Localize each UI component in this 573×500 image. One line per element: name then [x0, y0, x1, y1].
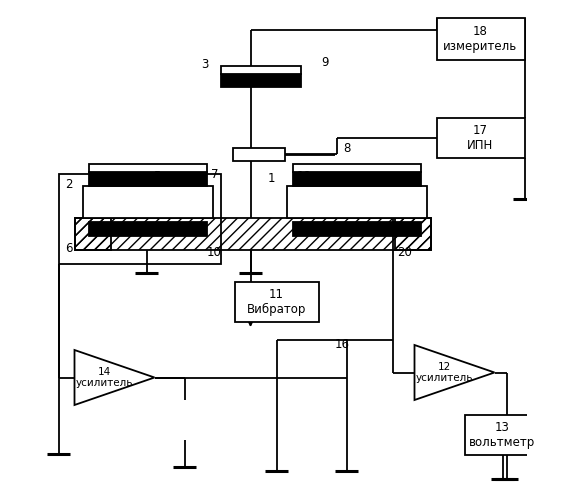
Bar [292, 164, 421, 172]
Bar [437, 118, 524, 158]
Text: 12
усилитель: 12 усилитель [416, 362, 474, 384]
Bar [221, 66, 300, 74]
Text: 13
вольтметр: 13 вольтметр [469, 421, 536, 449]
Bar [58, 174, 221, 264]
Bar [83, 186, 213, 218]
Text: 9: 9 [321, 56, 328, 68]
Text: 20: 20 [397, 246, 412, 258]
Polygon shape [74, 350, 155, 405]
Bar [286, 186, 426, 218]
Text: 4: 4 [411, 174, 418, 186]
Text: 11
Вибратор: 11 Вибратор [247, 288, 306, 316]
Text: 19: 19 [297, 170, 312, 182]
Text: 10: 10 [207, 246, 222, 258]
Text: 14
усилитель: 14 усилитель [76, 366, 134, 388]
Bar [88, 172, 206, 186]
Text: 5: 5 [153, 170, 160, 182]
Bar [88, 222, 206, 236]
Bar [465, 415, 540, 455]
Text: 18
измеритель: 18 измеритель [444, 25, 517, 53]
Text: 1: 1 [268, 172, 275, 184]
Bar [88, 164, 206, 172]
Bar [292, 172, 421, 186]
Text: 16: 16 [335, 338, 350, 351]
Text: 7: 7 [211, 168, 218, 181]
Bar [74, 218, 111, 250]
Text: 17
ИПН: 17 ИПН [468, 124, 493, 152]
Bar [221, 74, 300, 87]
Text: 3: 3 [201, 58, 208, 71]
Bar [394, 218, 430, 250]
Text: 6: 6 [65, 242, 72, 254]
Bar [233, 148, 285, 161]
Bar [437, 18, 524, 60]
Bar [74, 218, 430, 250]
Text: 2: 2 [65, 178, 72, 192]
Text: 8: 8 [343, 142, 350, 154]
Polygon shape [414, 345, 494, 400]
Bar [234, 282, 319, 322]
Bar [292, 222, 421, 236]
